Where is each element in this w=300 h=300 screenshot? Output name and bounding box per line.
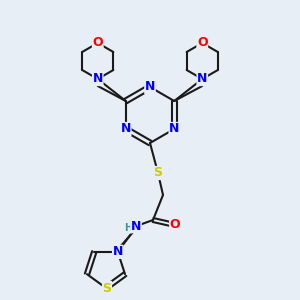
Text: O: O (197, 37, 208, 50)
Text: O: O (170, 218, 180, 232)
Text: N: N (145, 80, 155, 94)
Text: N: N (169, 122, 179, 136)
Text: N: N (112, 245, 123, 258)
Text: O: O (92, 37, 103, 50)
Text: H: H (124, 223, 132, 233)
Text: N: N (121, 122, 131, 136)
Text: N: N (197, 73, 207, 85)
Text: S: S (154, 167, 163, 179)
Text: N: N (131, 220, 141, 232)
Text: S: S (103, 281, 112, 295)
Text: N: N (93, 73, 103, 85)
